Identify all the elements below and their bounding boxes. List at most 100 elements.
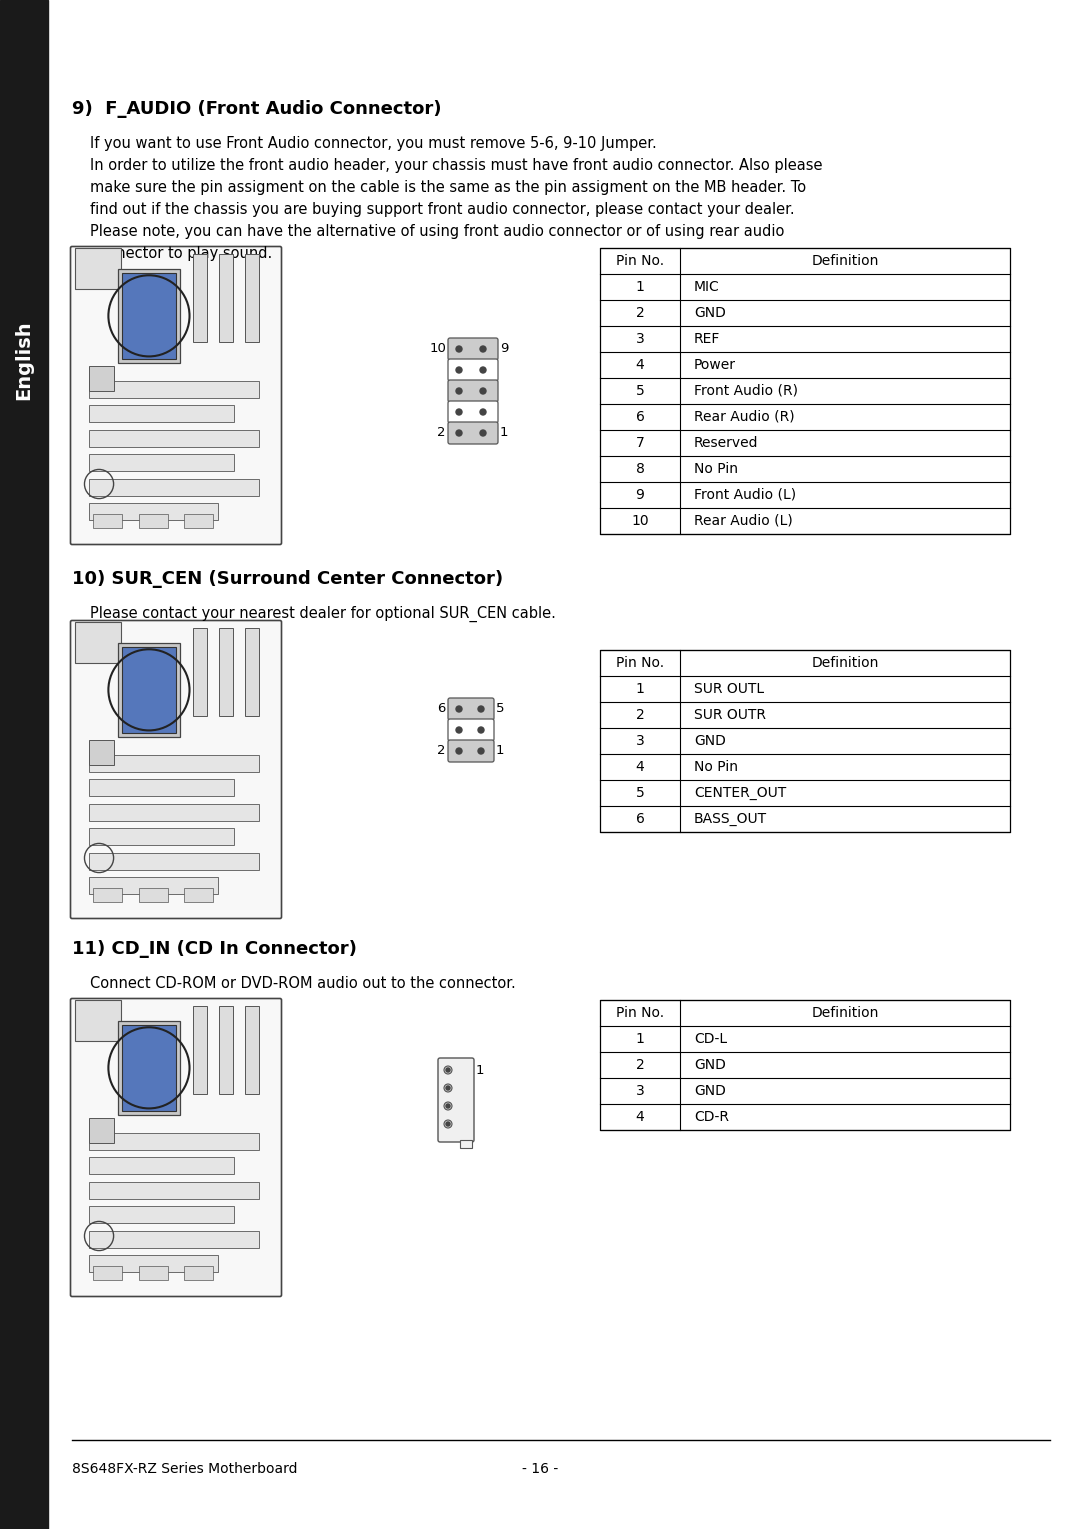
Text: 1: 1: [500, 427, 509, 439]
Bar: [185, 1266, 214, 1280]
Bar: [89, 740, 113, 764]
Circle shape: [480, 346, 486, 352]
Circle shape: [444, 1084, 453, 1092]
FancyBboxPatch shape: [448, 719, 494, 742]
Text: Connect CD-ROM or DVD-ROM audio out to the connector.: Connect CD-ROM or DVD-ROM audio out to t…: [90, 976, 516, 991]
Text: 2: 2: [437, 427, 446, 439]
Bar: [218, 628, 233, 717]
Text: 8: 8: [635, 462, 645, 476]
Circle shape: [456, 706, 462, 713]
Text: Front Audio (R): Front Audio (R): [694, 384, 798, 398]
Circle shape: [478, 726, 484, 732]
Text: 10: 10: [631, 514, 649, 528]
Bar: [192, 1006, 207, 1095]
Bar: [89, 1231, 259, 1248]
Bar: [138, 514, 167, 528]
Bar: [600, 1000, 1010, 1130]
Text: 8S648FX-RZ Series Motherboard: 8S648FX-RZ Series Motherboard: [72, 1462, 297, 1475]
FancyBboxPatch shape: [448, 699, 494, 720]
Bar: [245, 628, 259, 717]
Text: CENTER_OUT: CENTER_OUT: [694, 786, 786, 800]
Bar: [118, 642, 180, 737]
Bar: [138, 1266, 167, 1280]
Text: SUR OUTL: SUR OUTL: [694, 682, 765, 696]
Text: In order to utilize the front audio header, your chassis must have front audio c: In order to utilize the front audio head…: [90, 157, 823, 173]
Text: 2: 2: [636, 708, 645, 722]
Bar: [89, 479, 259, 495]
Text: If you want to use Front Audio connector, you must remove 5-6, 9-10 Jumper.: If you want to use Front Audio connector…: [90, 136, 657, 151]
Text: 3: 3: [636, 332, 645, 346]
Text: GND: GND: [694, 306, 726, 320]
Text: SUR OUTR: SUR OUTR: [694, 708, 766, 722]
Bar: [245, 254, 259, 342]
Circle shape: [456, 408, 462, 414]
Text: CD-L: CD-L: [694, 1032, 727, 1046]
Circle shape: [456, 388, 462, 394]
Circle shape: [480, 408, 486, 414]
FancyBboxPatch shape: [448, 359, 498, 381]
Text: 1: 1: [476, 1064, 485, 1076]
Text: 4: 4: [636, 760, 645, 774]
Circle shape: [478, 706, 484, 713]
Bar: [218, 254, 233, 342]
Circle shape: [444, 1121, 453, 1128]
Circle shape: [480, 367, 486, 373]
Text: 4: 4: [636, 1110, 645, 1124]
Bar: [245, 1006, 259, 1095]
Circle shape: [480, 388, 486, 394]
Text: 10) SUR_CEN (Surround Center Connector): 10) SUR_CEN (Surround Center Connector): [72, 570, 503, 589]
Text: 9)  F_AUDIO (Front Audio Connector): 9) F_AUDIO (Front Audio Connector): [72, 99, 442, 118]
Bar: [93, 514, 122, 528]
Text: 5: 5: [636, 384, 645, 398]
Bar: [93, 887, 122, 902]
FancyBboxPatch shape: [448, 422, 498, 443]
Text: Please contact your nearest dealer for optional SUR_CEN cable.: Please contact your nearest dealer for o…: [90, 605, 556, 622]
Text: Pin No.: Pin No.: [616, 1006, 664, 1020]
Bar: [122, 1024, 176, 1112]
Bar: [89, 1133, 259, 1150]
Bar: [460, 1141, 472, 1148]
Text: Rear Audio (R): Rear Audio (R): [694, 410, 795, 424]
Text: make sure the pin assigment on the cable is the same as the pin assigment on the: make sure the pin assigment on the cable…: [90, 180, 806, 196]
Bar: [138, 887, 167, 902]
FancyBboxPatch shape: [448, 381, 498, 402]
Bar: [89, 454, 234, 471]
Text: BASS_OUT: BASS_OUT: [694, 812, 767, 826]
Bar: [89, 405, 234, 422]
Circle shape: [444, 1102, 453, 1110]
Text: 1: 1: [635, 682, 645, 696]
Bar: [89, 755, 259, 772]
Circle shape: [446, 1122, 450, 1125]
Text: Pin No.: Pin No.: [616, 254, 664, 268]
Text: Reserved: Reserved: [694, 436, 758, 450]
Bar: [122, 647, 176, 732]
Text: Definition: Definition: [811, 656, 879, 670]
Bar: [118, 269, 180, 362]
Text: 6: 6: [437, 702, 446, 716]
Circle shape: [478, 748, 484, 754]
Circle shape: [456, 748, 462, 754]
Text: Definition: Definition: [811, 1006, 879, 1020]
Bar: [118, 1021, 180, 1115]
Bar: [600, 650, 1010, 832]
Circle shape: [456, 367, 462, 373]
Bar: [89, 1255, 217, 1272]
Text: - 16 -: - 16 -: [522, 1462, 558, 1475]
Text: 6: 6: [635, 410, 645, 424]
Text: 6: 6: [635, 812, 645, 826]
Circle shape: [480, 430, 486, 436]
Text: Rear Audio (L): Rear Audio (L): [694, 514, 793, 528]
Text: Front Audio (L): Front Audio (L): [694, 488, 796, 502]
Text: 2: 2: [636, 306, 645, 320]
Bar: [122, 272, 176, 359]
Text: GND: GND: [694, 1058, 726, 1072]
Text: 1: 1: [496, 745, 504, 757]
Text: Definition: Definition: [811, 254, 879, 268]
Text: 5: 5: [636, 786, 645, 800]
Text: No Pin: No Pin: [694, 462, 738, 476]
Text: GND: GND: [694, 1084, 726, 1098]
Bar: [89, 853, 259, 870]
Circle shape: [456, 726, 462, 732]
Bar: [75, 622, 121, 664]
Bar: [89, 829, 234, 846]
